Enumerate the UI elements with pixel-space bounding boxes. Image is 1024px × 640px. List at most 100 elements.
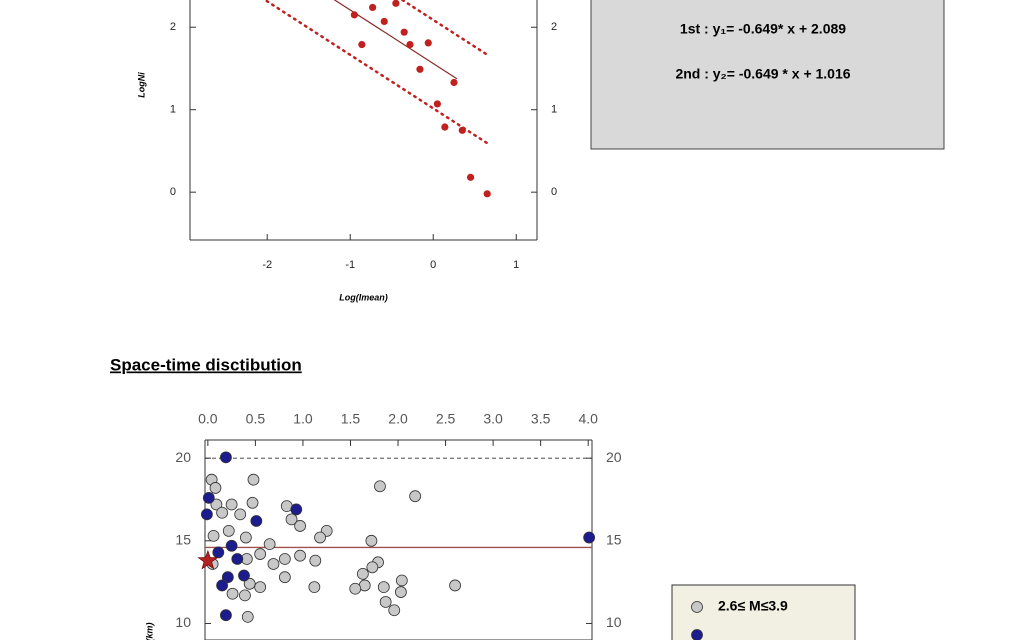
point [349,582,362,595]
star-marker [197,549,219,570]
y-tick-label: 20 [606,449,622,465]
point [358,40,366,49]
x-tick-label: 0.5 [246,411,266,427]
y-axis-label: (km) [144,622,154,640]
point [238,569,250,582]
point [395,574,408,587]
point [216,506,229,519]
point [356,567,369,580]
equation-box [590,0,945,150]
point [365,534,378,547]
equation: 1st : y₁= -0.649* x + 2.089 [680,21,846,37]
point [250,515,263,527]
legend-marker [691,601,703,613]
y-tick-label: 15 [175,532,191,548]
x-tick-label: 0 [430,259,436,271]
point [225,539,238,552]
point [210,498,223,511]
point [392,0,400,7]
y-tick-label: 1 [551,104,557,116]
point [278,571,291,584]
x-tick-label: 0.0 [198,411,218,427]
y-axis-label: LogNi [136,72,146,98]
point [380,17,388,26]
point [243,577,256,590]
x-tick-label: 2.0 [388,411,408,427]
legend-marker [691,629,703,640]
x-tick-label: 3.0 [483,411,503,427]
point [583,531,596,544]
point [424,39,432,47]
y-tick-label: 1 [170,104,176,116]
point [226,587,239,600]
point [254,548,267,560]
x-tick-label: 1.5 [341,411,361,427]
point [239,531,252,544]
x-tick-label: 1.0 [293,411,313,427]
point [220,609,232,622]
point [239,589,251,602]
point [216,579,229,592]
point [231,553,244,565]
point [466,173,475,181]
x-tick-label: 2.5 [436,411,456,427]
x-tick-label: 1 [513,259,519,271]
equation: 2nd : y₂= -0.649 * x + 1.016 [675,66,850,82]
fit-line [333,0,458,80]
point [234,508,247,521]
point [416,65,424,73]
point [294,520,306,532]
point [441,123,449,131]
y-tick-label: 0 [551,186,557,198]
point [366,561,379,574]
point [247,473,260,486]
x-axis-label: Log(Imean) [339,292,388,302]
point [207,529,220,542]
point [285,513,298,526]
y-tick-label: 2 [170,21,176,33]
point [450,78,458,87]
point [246,496,259,509]
x-tick-label: -2 [262,259,272,271]
section-heading: Space-time disctibution [110,355,302,374]
point [278,553,291,565]
point [388,604,401,617]
point [433,100,441,108]
point [406,40,414,49]
point [308,581,321,594]
point [201,508,213,521]
point [267,558,280,570]
point [222,525,235,537]
point [483,190,491,198]
point [212,546,225,559]
x-tick-label: 3.5 [531,411,551,427]
y-tick-label: 15 [606,532,622,548]
x-tick-label: 4.0 [578,411,598,427]
point [290,503,303,516]
point [374,480,386,493]
point [369,3,377,12]
point [314,531,326,544]
y-tick-label: 0 [170,186,176,198]
point [409,490,422,503]
fit-line [262,0,489,145]
point [400,28,408,36]
point [394,586,407,598]
point [225,498,238,511]
point [458,126,466,134]
point [263,538,276,551]
legend-label: 2.6≤ M≤3.9 [718,598,788,614]
y-tick-label: 10 [175,614,191,630]
point [294,549,306,562]
point [379,596,392,608]
y-tick-label: 10 [606,614,622,630]
point [241,610,254,623]
point [449,579,461,592]
y-tick-label: 20 [175,449,191,465]
point [309,554,322,567]
legend-box [671,584,856,640]
point [220,451,232,464]
point [202,491,215,504]
point [254,581,267,594]
